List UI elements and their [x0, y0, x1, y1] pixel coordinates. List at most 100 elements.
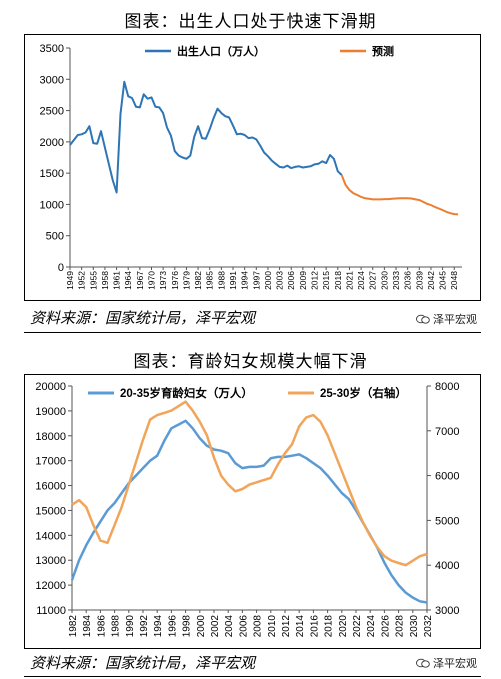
- y2-tick-label: 4000: [435, 560, 459, 572]
- y-tick-label: 2500: [40, 106, 64, 118]
- wechat-icon: [416, 314, 430, 324]
- legend-label: 预测: [372, 44, 394, 58]
- y2-tick-label: 6000: [435, 471, 459, 483]
- x-tick-label: 2048: [449, 271, 459, 290]
- x-tick-label: 2016: [309, 615, 320, 638]
- y2-tick-label: 5000: [435, 515, 459, 527]
- x-tick-label: 1998: [182, 615, 193, 638]
- x-tick-label: 1996: [167, 615, 178, 638]
- x-tick-label: 1985: [205, 271, 215, 290]
- x-tick-label: 2042: [426, 271, 436, 290]
- x-tick-label: 2002: [210, 615, 221, 638]
- x-tick-label: 1994: [240, 271, 250, 290]
- x-tick-label: 1958: [100, 271, 110, 290]
- legend-label: 20-35岁育龄妇女（万人）: [120, 386, 253, 400]
- x-tick-label: 1970: [147, 271, 157, 290]
- y-tick-label: 2000: [40, 137, 64, 149]
- x-tick-label: 2030: [409, 615, 420, 638]
- x-tick-label: 2036: [403, 271, 413, 290]
- y-tick-label: 16000: [35, 481, 66, 493]
- x-tick-label: 2008: [253, 615, 264, 638]
- x-tick-label: 2014: [295, 615, 306, 638]
- chart-women: 11000 12000 13000 14000 15000 16000 17000 18000…: [35, 381, 459, 638]
- chart-frame: [24, 374, 481, 649]
- x-tick-label: 2003: [275, 271, 285, 290]
- x-tick-label: 2018: [333, 271, 343, 290]
- y-tick-label: 13000: [35, 555, 66, 567]
- x-tick-label: 2000: [263, 271, 273, 290]
- chart-panel-women: 图表：育龄妇女规模大幅下滑 11000 12000 13000 14000 15000 1…: [0, 340, 501, 679]
- x-tick-label: 2026: [380, 615, 391, 638]
- x-tick-label: 1976: [170, 271, 180, 290]
- x-tick-label: 2024: [356, 271, 366, 290]
- y-tick-label: 14000: [35, 530, 66, 542]
- y-tick-label: 1500: [40, 168, 64, 180]
- x-tick-label: 1967: [135, 271, 145, 290]
- x-tick-label: 2010: [267, 615, 278, 638]
- series-line-1: [71, 400, 428, 567]
- chart-panel-births: 图表：出生人口处于快速下滑期 0 500 1000 1500 2000 2500 3000 3…: [24, 12, 481, 333]
- divider: [24, 676, 481, 677]
- x-tick-label: 2006: [286, 271, 296, 290]
- y-tick-label: 19000: [35, 406, 66, 418]
- series-line-0: [70, 419, 428, 604]
- chart-frame: [24, 34, 481, 301]
- x-tick-label: 1964: [123, 271, 133, 290]
- x-tick-label: 2000: [196, 615, 207, 638]
- x-tick-label: 1952: [77, 271, 87, 290]
- x-tick-label: 1986: [96, 615, 107, 638]
- x-tick-label: 2004: [224, 615, 235, 638]
- chart-births: 0 500 1000 1500 2000 2500 3000 3500 1949 1952 1955…: [40, 43, 462, 290]
- y2-tick-label: 7000: [435, 426, 459, 438]
- x-tick-label: 1961: [112, 271, 122, 290]
- y-tick-label: 15000: [35, 505, 66, 517]
- x-tick-label: 2009: [298, 271, 308, 290]
- divider: [24, 332, 481, 333]
- legend-label: 出生人口（万人）: [177, 44, 265, 58]
- y-tick-label: 11000: [36, 605, 66, 617]
- watermark-text: 泽平宏观: [433, 313, 477, 326]
- x-tick-label: 1994: [153, 615, 164, 638]
- x-tick-label: 1992: [139, 615, 150, 638]
- x-tick-label: 2021: [344, 271, 354, 290]
- x-tick-label: 1991: [228, 271, 238, 290]
- x-tick-label: 2018: [324, 615, 335, 638]
- x-tick-label: 2030: [379, 271, 389, 290]
- watermark: 泽平宏观: [416, 655, 477, 671]
- y-tick-label: 12000: [35, 580, 66, 592]
- x-tick-label: 2028: [395, 615, 406, 638]
- x-tick-label: 2015: [321, 271, 331, 290]
- x-tick-label: 2006: [238, 615, 249, 638]
- legend-label: 25-30岁（右轴）: [320, 386, 407, 400]
- y2-tick-label: 3000: [435, 605, 459, 617]
- x-tick-label: 2039: [414, 271, 424, 290]
- x-tick-label: 1982: [193, 271, 203, 290]
- x-tick-label: 1984: [82, 615, 93, 638]
- x-tick-label: 1973: [158, 271, 168, 290]
- x-tick-label: 2045: [438, 271, 448, 290]
- y-tick-label: 20000: [35, 381, 66, 393]
- x-tick-label: 1988: [111, 615, 122, 638]
- x-tick-label: 2024: [366, 615, 377, 638]
- x-tick-label: 2012: [281, 615, 292, 638]
- x-tick-label: 2022: [352, 615, 363, 638]
- x-tick-label: 2033: [391, 271, 401, 290]
- y-tick-label: 17000: [35, 456, 66, 468]
- watermark: 泽平宏观: [416, 311, 477, 327]
- x-tick-label: 2012: [310, 271, 320, 290]
- x-tick-label: 2027: [368, 271, 378, 290]
- x-tick-label: 2020: [338, 615, 349, 638]
- y2-tick-label: 8000: [435, 381, 459, 393]
- x-tick-label: 1949: [65, 271, 75, 290]
- x-tick-label: 1982: [68, 615, 79, 638]
- y-tick-label: 1000: [40, 199, 64, 211]
- x-tick-label: 1979: [181, 271, 191, 290]
- chart-title: 图表：育龄妇女规模大幅下滑: [133, 352, 368, 372]
- x-tick-label: 1990: [125, 615, 136, 638]
- x-tick-label: 1997: [251, 271, 261, 290]
- y-tick-label: 500: [46, 231, 64, 243]
- source-note: 资料来源：国家统计局，泽平宏观: [30, 654, 256, 672]
- wechat-icon: [416, 658, 430, 668]
- series-line-1: [340, 174, 459, 216]
- chart-title: 图表：出生人口处于快速下滑期: [124, 12, 377, 32]
